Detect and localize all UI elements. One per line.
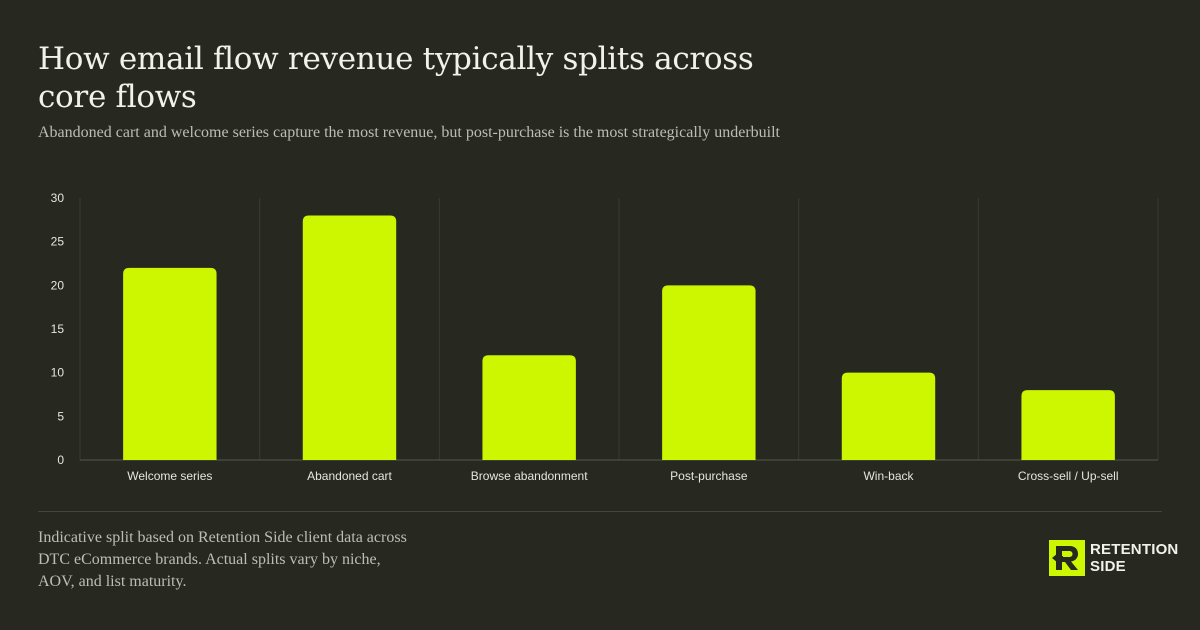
chart-title: How email flow revenue typically splits … xyxy=(38,41,754,115)
bar-post-purchase xyxy=(662,285,756,460)
x-tick-label: Browse abandonment xyxy=(471,469,588,483)
x-tick-label: Win-back xyxy=(863,469,914,483)
brand-name-line-2: SIDE xyxy=(1090,558,1126,575)
y-tick-label: 30 xyxy=(51,191,65,205)
bar-abandoned-cart xyxy=(302,215,397,460)
y-tick-label: 5 xyxy=(57,409,64,423)
brand-name-line-1: RETENTION xyxy=(1090,541,1179,558)
footnote: Indicative split based on Retention Side… xyxy=(38,529,407,590)
retention-side-logo-icon xyxy=(1049,540,1085,576)
x-tick-label: Post-purchase xyxy=(670,469,748,483)
y-tick-label: 0 xyxy=(57,453,64,467)
brand-name: RETENTION SIDE xyxy=(1090,541,1178,575)
y-tick-label: 25 xyxy=(51,235,65,249)
x-tick-label: Welcome series xyxy=(127,469,212,483)
chart-subtitle: Abandoned cart and welcome series captur… xyxy=(38,124,780,141)
x-tick-label: Abandoned cart xyxy=(307,469,392,483)
y-tick-label: 15 xyxy=(51,322,65,336)
bar-browse-abandonment xyxy=(482,355,576,460)
bar-chart: 0 5 10 15 20 25 30 Welcome series Abandoned cart… xyxy=(51,191,1159,483)
bar-cross-sell-up-sell xyxy=(1021,390,1115,460)
bar-win-back xyxy=(841,372,936,460)
footer-divider xyxy=(38,511,1162,512)
y-tick-label: 20 xyxy=(51,278,65,292)
brand-logo: RETENTION SIDE xyxy=(1049,540,1178,576)
y-tick-label: 10 xyxy=(51,366,65,380)
x-tick-label: Cross-sell / Up-sell xyxy=(1018,469,1119,483)
bar-welcome-series xyxy=(123,267,217,460)
